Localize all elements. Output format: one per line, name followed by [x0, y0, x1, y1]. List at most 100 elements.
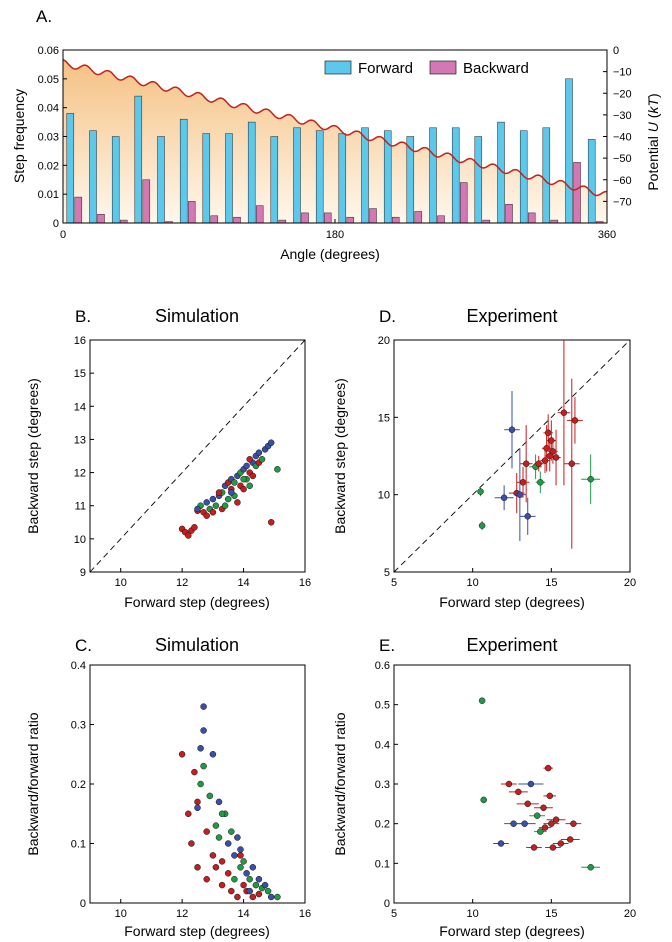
x-tick-label: 16	[299, 577, 311, 589]
panel-title: Experiment	[466, 635, 557, 655]
y-tick-label: 15	[378, 412, 390, 424]
data-point	[194, 798, 201, 806]
x-tick-label: 10	[467, 908, 479, 920]
y-right-axis-label: Potential U (kT)	[645, 93, 661, 190]
forward-bar	[361, 127, 369, 224]
data-point	[234, 893, 241, 901]
backward-bar	[97, 214, 105, 224]
data-point	[246, 482, 253, 490]
x-tick-label: 15	[545, 908, 557, 920]
y-right-tick-label: −30	[613, 110, 632, 122]
x-axis-label: Forward step (degrees)	[124, 594, 270, 610]
data-point	[194, 804, 201, 812]
forward-bar	[565, 78, 573, 224]
data-point	[203, 828, 210, 835]
data-point	[215, 834, 223, 841]
y-right-tick-label: −60	[613, 175, 632, 187]
data-point	[274, 466, 281, 473]
y-tick-label: 0.6	[375, 660, 390, 672]
x-tick-label: 12	[176, 908, 188, 920]
data-point	[218, 881, 226, 889]
panel-title: Experiment	[466, 306, 557, 326]
data-point	[568, 460, 576, 467]
backward-bar	[391, 216, 400, 224]
data-point	[194, 864, 201, 871]
forward-bar	[89, 130, 97, 224]
panel-e: 5 10 15 20 0 0.1 0.2 0.3 0.4 0.5 0.6 E. Experiment Fo…	[332, 635, 636, 939]
data-point	[560, 409, 568, 416]
data-point	[571, 417, 579, 424]
data-point	[228, 489, 235, 496]
data-point	[200, 762, 207, 770]
x-tick-label: 14	[237, 908, 249, 920]
data-point	[237, 852, 244, 859]
data-point	[212, 502, 220, 509]
y-tick-label: 0.04	[38, 103, 59, 115]
y-tick-label: 0.5	[375, 700, 390, 712]
data-point	[544, 764, 552, 772]
forward-bar	[157, 136, 165, 224]
y-right-tick-label: −10	[613, 67, 632, 79]
y-tick-label: 0.2	[71, 779, 86, 791]
forward-bar	[338, 133, 347, 224]
data-point	[522, 460, 530, 467]
y-tick-label: 20	[378, 335, 390, 347]
data-point	[188, 840, 195, 847]
x-tick-label: 15	[545, 577, 557, 589]
data-point	[274, 893, 281, 901]
y-tick-label: 0	[80, 898, 86, 910]
x-tick-label: 360	[598, 229, 616, 241]
data-point	[209, 852, 217, 859]
y-tick-label: 0	[384, 898, 390, 910]
data-point	[537, 828, 544, 835]
x-tick-label: 20	[624, 577, 636, 589]
panel-title: Simulation	[155, 635, 239, 655]
data-point	[231, 852, 238, 859]
identity-line	[89, 339, 306, 573]
y-tick-label: 0.4	[375, 739, 390, 751]
x-tick-label: 10	[467, 577, 479, 589]
data-point	[519, 479, 527, 486]
data-point	[478, 522, 486, 529]
y-tick-label: 9	[80, 567, 86, 579]
data-point	[524, 513, 531, 520]
data-point	[209, 751, 217, 758]
data-point	[552, 454, 560, 461]
backward-bar	[301, 212, 309, 224]
data-point	[480, 796, 487, 804]
backward-bar	[505, 204, 513, 224]
y-tick-label: 0.3	[375, 779, 390, 791]
y-axis-label: Backward/forward ratio	[25, 712, 41, 855]
data-point	[258, 456, 266, 463]
y-right-tick-label: −40	[613, 132, 632, 144]
backward-bar	[573, 162, 581, 224]
data-point	[497, 840, 505, 847]
x-tick-label: 10	[115, 577, 127, 589]
data-point	[505, 780, 513, 788]
data-point	[178, 751, 186, 758]
y-axis-label: Backward step (degrees)	[332, 378, 348, 534]
data-point	[267, 519, 275, 526]
y-right-axis-label-part: U	[645, 121, 661, 132]
x-tick-label: 12	[176, 577, 188, 589]
data-point	[240, 485, 247, 493]
data-point	[200, 727, 207, 734]
y-tick-label: 10	[378, 490, 390, 502]
x-tick-label: 14	[237, 577, 249, 589]
legend-label-forward: Forward	[358, 60, 413, 77]
y-axis-label: Backward step (degrees)	[25, 378, 41, 534]
data-point	[548, 820, 555, 827]
forward-bar	[542, 127, 551, 224]
data-point	[535, 460, 542, 467]
data-point	[197, 780, 204, 788]
y-tick-label: 0.02	[38, 160, 59, 172]
data-point	[234, 834, 241, 841]
y-tick-label: 10	[74, 534, 86, 546]
data-point	[261, 881, 269, 889]
data-point	[255, 890, 263, 898]
data-point	[516, 491, 524, 498]
backward-bar	[437, 215, 445, 224]
data-point	[544, 429, 552, 437]
y-tick-label: 0.2	[375, 819, 390, 831]
